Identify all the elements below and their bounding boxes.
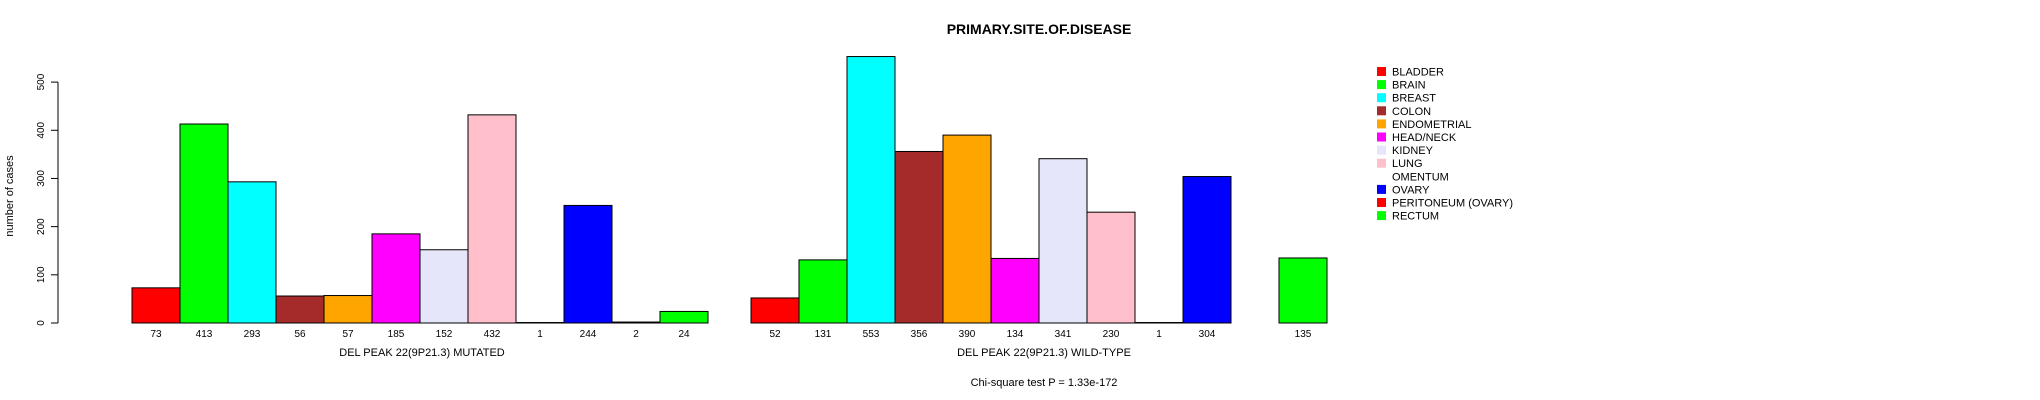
bar-count-label: 356 [911,329,928,340]
bar-lung [467,114,517,324]
legend-swatch [1377,67,1386,76]
bar-breast [846,56,896,324]
bar-count-label: 135 [1295,329,1312,340]
chi-square-footer: Chi-square test P = 1.33e-172 [971,377,1118,389]
legend-label: LUNG [1392,158,1423,170]
bar-ovary [1182,176,1232,324]
legend-swatch [1377,119,1386,129]
bar-count-label: 73 [150,329,162,340]
y-tick-label: 300 [36,170,47,187]
bar-count-label: 1 [1156,329,1162,340]
bar-count-label: 52 [769,329,781,340]
bar-count-label: 152 [436,329,453,340]
legend-label: PERITONEUM (OVARY) [1392,198,1513,210]
bar-head-neck [371,233,421,324]
legend-swatch [1377,158,1386,168]
bar-endometrial [323,295,373,324]
y-tick-label: 400 [36,121,47,138]
bar-bladder [131,287,181,324]
x-axis-label-wild-type: DEL PEAK 22(9P21.3) WILD-TYPE [957,347,1131,359]
legend-swatch [1377,132,1386,142]
bar-peritoneum-ovary [611,321,661,324]
legend-swatch [1377,80,1386,90]
bar-count-label: 1 [537,329,543,340]
legend-swatch [1377,93,1386,103]
bar-colon [894,150,944,324]
legend-swatch [1376,171,1387,182]
bar-count-label: 134 [1007,329,1024,340]
legend-swatch [1377,184,1386,194]
y-tick-label: 500 [36,73,47,90]
bar-colon [275,295,325,324]
y-axis-label: number of cases [4,155,16,237]
bar-count-label: 390 [959,329,976,340]
bar-count-label: 185 [388,329,405,340]
legend-label: HEAD/NECK [1392,132,1457,144]
bar-rectum [659,310,709,324]
bar-count-label: 553 [863,329,880,340]
bar-kidney [419,249,469,324]
legend-swatch [1377,198,1386,207]
legend-label: OMENTUM [1392,171,1449,183]
bar-kidney [1038,158,1088,324]
panel-wild-type: 52 131 553 356 390 134 341 230 1 304 135 [750,56,1328,340]
bar-count-label: 131 [815,329,832,340]
bar-count-label: 56 [294,329,306,340]
legend-label: ENDOMETRIAL [1392,119,1471,131]
y-tick-label: 0 [36,320,47,326]
legend-label: KIDNEY [1392,145,1434,157]
panel-mutated: 73 413 293 56 57 185 152 432 1 244 2 24 [131,114,709,340]
legend-label: OVARY [1392,184,1430,196]
bar-lung [1086,211,1136,324]
bar-brain [798,259,848,324]
x-axis-label-mutated: DEL PEAK 22(9P21.3) MUTATED [339,347,505,359]
bar-endometrial [942,134,992,324]
bar-count-label: 413 [196,329,213,340]
legend-label: BREAST [1392,93,1436,105]
legend: BLADDERBRAINBREASTCOLONENDOMETRIALHEAD/N… [1376,67,1513,223]
bar-count-label: 341 [1055,329,1072,340]
y-tick-label: 100 [36,266,47,283]
bar-count-label: 293 [244,329,261,340]
bar-head-neck [990,257,1040,324]
legend-label: BLADDER [1392,67,1444,79]
bar-count-label: 24 [678,329,690,340]
bar-ovary [563,204,613,324]
bar-count-label: 432 [484,329,501,340]
legend-label: COLON [1392,106,1431,118]
bar-count-label: 230 [1103,329,1120,340]
bar-bladder [750,297,800,324]
y-axis: 0 100 200 300 400 500 [36,73,59,326]
legend-swatch [1377,106,1386,116]
legend-swatch [1377,211,1386,221]
y-tick-label: 200 [36,218,47,235]
bar-breast [227,181,277,324]
legend-swatch [1377,145,1386,155]
bar-rectum [1278,257,1328,324]
legend-label: BRAIN [1392,80,1426,92]
bar-count-label: 57 [342,329,354,340]
chart-title: PRIMARY.SITE.OF.DISEASE [947,21,1132,37]
bar-count-label: 304 [1199,329,1216,340]
legend-label: RECTUM [1392,211,1439,223]
bar-brain [179,123,229,324]
bar-count-label: 2 [633,329,639,340]
bar-count-label: 244 [580,329,597,340]
